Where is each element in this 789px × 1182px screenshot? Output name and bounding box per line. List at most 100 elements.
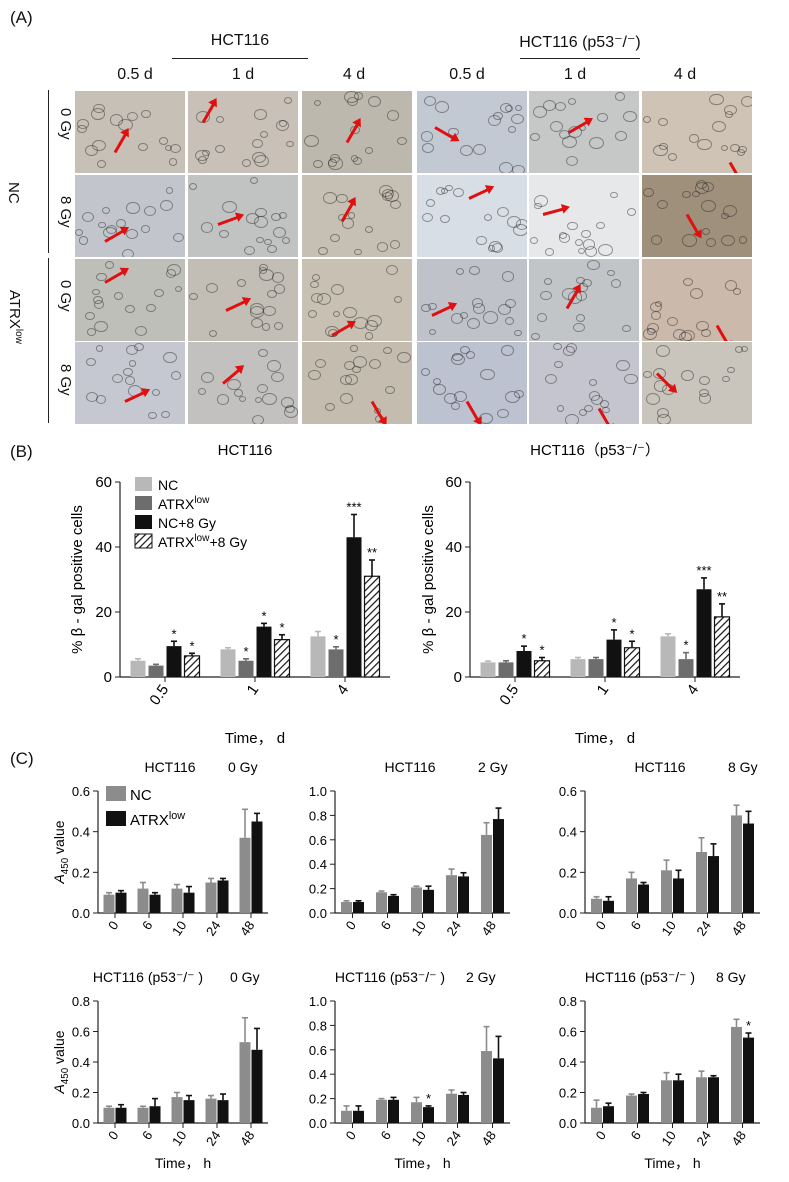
cell-speck bbox=[258, 267, 267, 274]
micrograph-tile bbox=[528, 341, 640, 425]
cell-speck bbox=[700, 200, 716, 213]
panel-label-c: (C) bbox=[10, 749, 34, 768]
cell-speck bbox=[174, 285, 183, 293]
cell-speck bbox=[450, 401, 460, 410]
red-arrow-icon bbox=[465, 400, 480, 422]
x-tick-label: 24 bbox=[203, 918, 224, 938]
significance-mark: * bbox=[426, 1091, 431, 1106]
bar bbox=[673, 878, 684, 913]
red-arrow-icon bbox=[468, 187, 490, 200]
cell-speck bbox=[113, 291, 123, 300]
bar bbox=[171, 888, 183, 913]
micrograph-tile bbox=[416, 258, 528, 342]
cell-speck bbox=[511, 164, 525, 173]
cell-speck bbox=[345, 374, 359, 385]
cell-speck bbox=[109, 114, 124, 126]
cell-speck bbox=[168, 158, 178, 166]
x-tick-label: 10 bbox=[169, 918, 190, 938]
cell-speck bbox=[561, 136, 577, 149]
cell-speck bbox=[683, 277, 694, 286]
cell-speck bbox=[252, 139, 263, 148]
cell-speck bbox=[425, 199, 436, 207]
cell-speck bbox=[384, 190, 399, 203]
cell-speck bbox=[85, 391, 99, 403]
bar bbox=[591, 1107, 602, 1123]
legend-label: ATRXlow+8 Gy bbox=[158, 533, 247, 550]
cell-speck bbox=[364, 332, 374, 340]
cell-speck bbox=[657, 414, 671, 424]
bar bbox=[713, 616, 731, 678]
cell-speck bbox=[452, 352, 463, 362]
bar bbox=[171, 1097, 183, 1123]
cell-speck bbox=[201, 149, 211, 157]
y-tick-label: 0.2 bbox=[559, 1086, 577, 1101]
significance-mark: * bbox=[683, 638, 688, 653]
cell-speck bbox=[271, 371, 284, 383]
cell-speck bbox=[390, 240, 401, 250]
cell-speck bbox=[699, 375, 711, 385]
legend-swatch bbox=[134, 533, 153, 549]
micrograph-tile bbox=[641, 90, 753, 174]
bar bbox=[458, 1094, 469, 1123]
cell-speck bbox=[382, 346, 392, 355]
cell-speck bbox=[552, 342, 562, 351]
significance-mark: ** bbox=[367, 545, 377, 560]
cell-speck bbox=[304, 135, 319, 148]
cell-speck bbox=[555, 101, 566, 111]
cell-speck bbox=[344, 361, 355, 371]
cell-speck bbox=[529, 132, 540, 141]
cell-speck bbox=[588, 378, 598, 386]
significance-mark: * bbox=[521, 631, 526, 646]
cell-speck bbox=[347, 212, 356, 219]
cell-speck bbox=[530, 332, 540, 341]
cell-speck bbox=[624, 373, 638, 385]
bar bbox=[137, 1107, 149, 1123]
cell-speck bbox=[144, 206, 157, 217]
cell-speck bbox=[263, 305, 276, 317]
y-axis-label: % β - gal positive cells bbox=[69, 505, 86, 654]
bar bbox=[217, 880, 229, 913]
micrograph-tile bbox=[74, 90, 186, 174]
cell-speck bbox=[734, 345, 744, 354]
cell-speck bbox=[738, 236, 748, 244]
bar bbox=[376, 1099, 387, 1123]
bar bbox=[493, 1058, 504, 1123]
y-tick-label: 0.0 bbox=[72, 906, 90, 921]
cell-speck bbox=[134, 343, 144, 351]
cell-speck bbox=[158, 137, 169, 146]
x-axis-label: Time， d bbox=[225, 730, 285, 747]
bar bbox=[423, 1107, 434, 1123]
bar bbox=[708, 856, 719, 913]
micrograph-tile bbox=[528, 90, 640, 174]
cell-speck bbox=[429, 329, 437, 336]
cell-speck bbox=[476, 236, 487, 245]
cell-speck bbox=[543, 278, 552, 285]
x-tick-label: 6 bbox=[628, 918, 644, 933]
bar bbox=[480, 662, 496, 677]
bar bbox=[363, 575, 381, 678]
cell-speck bbox=[266, 289, 277, 299]
red-arrow-icon bbox=[715, 324, 730, 341]
bar bbox=[498, 662, 514, 677]
cell-speck bbox=[615, 359, 630, 371]
cell-speck bbox=[563, 346, 575, 356]
chart-c-p53-8gy: 0.0 0.2 0.4 0.6 0.8 0 6 10 24 48 * HCT116 (p53⁻/⁻ )… bbox=[559, 969, 760, 1171]
cell-speck bbox=[308, 369, 321, 381]
bar bbox=[673, 1080, 684, 1123]
cell-speck bbox=[720, 234, 735, 247]
cell-speck bbox=[650, 235, 663, 246]
red-arrow-icon bbox=[542, 207, 565, 216]
cell-speck bbox=[333, 311, 341, 318]
dose-label: 0 Gy bbox=[228, 759, 258, 775]
cell-speck bbox=[530, 237, 538, 244]
bar bbox=[423, 889, 434, 913]
bar bbox=[166, 646, 182, 677]
bar bbox=[606, 639, 622, 677]
bar bbox=[411, 887, 422, 913]
red-arrow-icon bbox=[225, 299, 247, 312]
x-tick-label: 1 bbox=[594, 682, 613, 699]
cell-speck bbox=[645, 393, 660, 406]
cell-speck bbox=[579, 409, 588, 417]
legend-swatch bbox=[135, 496, 152, 510]
cell-speck bbox=[256, 383, 268, 393]
